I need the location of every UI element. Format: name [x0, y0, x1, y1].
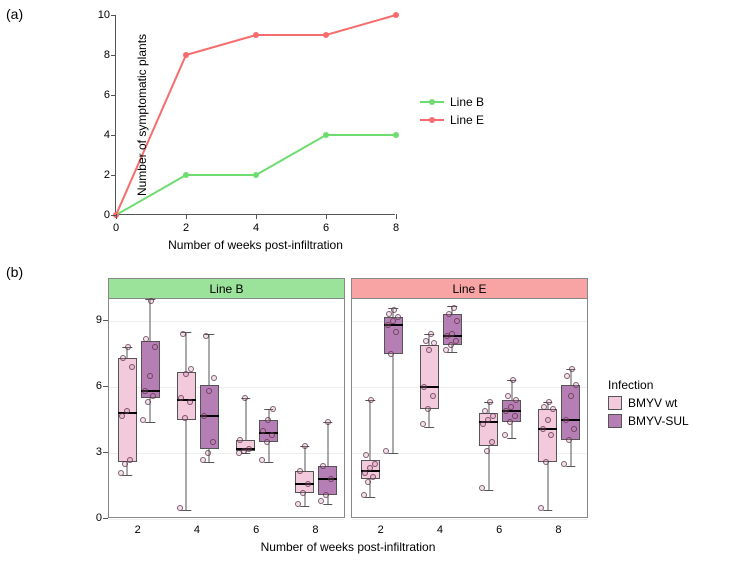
boxplot [538, 299, 557, 519]
legend-item: Line B [420, 95, 484, 109]
boxplot [200, 299, 219, 519]
panel-a-ytick: 8 [88, 49, 110, 61]
panel-b-xlabel: Number of weeks post-infiltration [261, 540, 436, 554]
boxplot [177, 299, 196, 519]
legend-item: BMYV-SUL [608, 414, 689, 428]
panel-b-xtick: 2 [378, 524, 384, 536]
boxplot [295, 299, 314, 519]
boxplot [479, 299, 498, 519]
panel-b-ytick: 9 [86, 314, 102, 326]
boxplot [236, 299, 255, 519]
panel-a-plot: Number of weeks post-infiltration Number… [115, 15, 395, 215]
panel-b-label: (b) [6, 264, 23, 280]
panel-b-xtick: 6 [253, 524, 259, 536]
panel-b-plot: Log₂(viral concentration (pg/µL) Number … [108, 278, 588, 518]
boxplot [318, 299, 337, 519]
panel-a-xtick: 6 [323, 222, 329, 234]
panel-a-xtick: 2 [183, 222, 189, 234]
panel-b-xtick: 6 [496, 524, 502, 536]
panel-a-xtick: 8 [393, 222, 399, 234]
panel-a-ytick: 2 [88, 169, 110, 181]
panel-a-ytick: 0 [88, 209, 110, 221]
boxplot [502, 299, 521, 519]
facet-strip: Line B [109, 279, 344, 299]
panel-b-legend: Infection BMYV wt BMYV-SUL [608, 378, 689, 432]
legend-item: Line E [420, 113, 484, 127]
panel-a-label: (a) [6, 6, 23, 22]
panel-b-xtick: 2 [135, 524, 141, 536]
boxplot [384, 299, 403, 519]
panel-a-ytick: 6 [88, 89, 110, 101]
boxplot [361, 299, 380, 519]
facet: Line B [108, 278, 345, 518]
panel-a-ytick: 10 [88, 9, 110, 21]
panel-b-legend-title: Infection [608, 378, 689, 392]
boxplot [118, 299, 137, 519]
boxplot [443, 299, 462, 519]
panel-b-ytick: 0 [86, 512, 102, 524]
panel-a-ylabel: Number of symptomatic plants [135, 33, 149, 195]
facet-strip: Line E [352, 279, 587, 299]
panel-a-legend: Line B Line E [420, 95, 484, 131]
panel-b-xtick: 4 [194, 524, 200, 536]
boxplot [259, 299, 278, 519]
panel-a-xtick: 4 [253, 222, 259, 234]
panel-a-ytick: 4 [88, 129, 110, 141]
panel-b-ytick: 3 [86, 446, 102, 458]
boxplot [141, 299, 160, 519]
panel-a-xlabel: Number of weeks post-infiltration [168, 238, 343, 252]
panel-b-ytick: 6 [86, 380, 102, 392]
panel-b-xtick: 4 [437, 524, 443, 536]
legend-item: BMYV wt [608, 396, 689, 410]
panel-b-xtick: 8 [312, 524, 318, 536]
boxplot [561, 299, 580, 519]
panel-b: Log₂(viral concentration (pg/µL) Number … [40, 270, 720, 550]
panel-a-xtick: 0 [113, 222, 119, 234]
panel-b-xtick: 8 [555, 524, 561, 536]
boxplot [420, 299, 439, 519]
panel-a: Number of weeks post-infiltration Number… [40, 10, 520, 250]
facet: Line E [351, 278, 588, 518]
